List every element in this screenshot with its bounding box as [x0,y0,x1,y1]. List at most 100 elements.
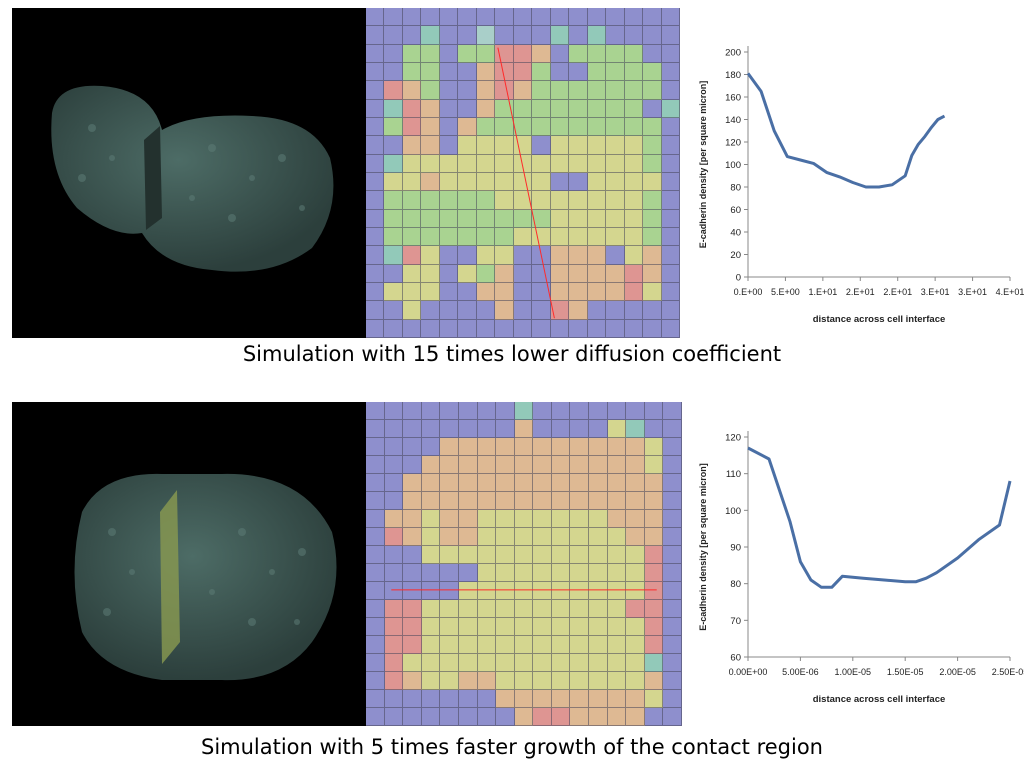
heatmap-cell [624,283,644,302]
heatmap-cell [496,690,515,708]
heatmap-cell [514,708,534,726]
heatmap-cell [403,654,422,672]
heatmap-cell [644,708,664,726]
heatmap-cell [606,319,625,338]
heatmap-cell [551,528,571,546]
heatmap-cell [440,456,459,474]
heatmap-cell [626,402,645,420]
heatmap-cell [606,264,625,283]
heatmap-cell [587,173,607,192]
heatmap-cell [663,600,682,618]
heatmap-cell [477,438,497,456]
heatmap-cell [606,8,625,27]
heatmap-cell [458,81,477,100]
heatmap-cell [569,63,588,82]
heatmap-cell [366,510,385,528]
heatmap-cell [477,546,497,564]
heatmap-cell [551,438,571,456]
heatmap-cell [476,246,496,265]
heatmap-cell [403,438,422,456]
heatmap-cell [644,474,664,492]
heatmap-cell [643,44,662,63]
heatmap-cell [626,528,645,546]
heatmap-cell [384,209,403,228]
heatmap-cell [421,228,440,247]
heatmap-cell [532,283,551,302]
heatmap-cell [550,26,570,45]
heatmap-cell [624,154,644,173]
heatmap-cell [551,600,571,618]
heatmap-cell [514,564,534,582]
heatmap-cell [532,191,551,210]
heatmap-cell [550,319,570,338]
heatmap-cell [607,492,627,510]
heatmap-cell [532,209,551,228]
heatmap-cell [587,118,607,137]
heatmap-cell [570,420,590,438]
heatmap-cell [384,99,403,118]
heatmap-cell [533,402,552,420]
heatmap-cell [384,118,403,137]
heatmap-cell [551,510,571,528]
heatmap-cell [644,510,664,528]
heatmap-cell [496,708,515,726]
heatmap-cell [421,690,441,708]
heatmap-cell [403,420,422,438]
heatmap-cell [440,438,459,456]
heatmap-cell [440,474,459,492]
heatmap-cell [587,209,607,228]
heatmap-cell [663,672,682,690]
heatmap-cell [458,99,477,118]
heatmap-cell [550,283,570,302]
heatmap-cell [476,283,496,302]
y-tick-label: 60 [730,205,741,216]
heatmap-cell [514,402,534,420]
heatmap-cell [624,99,644,118]
heatmap-cell [663,582,682,600]
heatmap-cell [477,492,497,510]
heatmap-cell [569,118,588,137]
heatmap-cell [644,546,664,564]
heatmap-cell [570,402,590,420]
heatmap-cell [663,564,682,582]
heatmap-cell [569,283,588,302]
heatmap-cell [495,81,514,100]
heatmap-cell [606,44,625,63]
heatmap-cell [477,510,497,528]
heatmap-cell [477,474,497,492]
heatmap-cell [458,492,478,510]
heatmap-cell [513,173,533,192]
heatmap-cell [587,44,607,63]
heatmap-cell [421,246,440,265]
heatmap-cell [643,301,662,320]
heatmap-cell [384,173,403,192]
heatmap-cell [366,63,385,82]
heatmap-cell [496,438,515,456]
y-tick-label: 200 [725,48,741,59]
heatmap-cell [644,564,664,582]
heatmap-cell [643,8,662,27]
heatmap-cell [514,438,534,456]
heatmap-cell [551,654,571,672]
heatmap-cell [496,420,515,438]
heatmap-cell [587,81,607,100]
cell-doublet-image [74,473,337,681]
heatmap-cell [477,600,497,618]
y-tick-label: 80 [730,183,741,194]
heatmap-cell [384,564,404,582]
heatmap-cell [532,301,551,320]
heatmap-cell [626,546,645,564]
heatmap-cell [476,99,496,118]
heatmap-cell [366,564,385,582]
heatmap-cell [495,264,514,283]
heatmap-cell [644,582,664,600]
heatmap-cell [421,136,440,155]
y-tick-label: 180 [725,70,741,81]
heatmap-cell [626,708,645,726]
heatmap-cell [587,191,607,210]
heatmap-cell [644,690,664,708]
heatmap-cell [626,654,645,672]
heatmap-cell [533,420,552,438]
heatmap-cell [421,26,440,45]
heatmap-cell [644,618,664,636]
